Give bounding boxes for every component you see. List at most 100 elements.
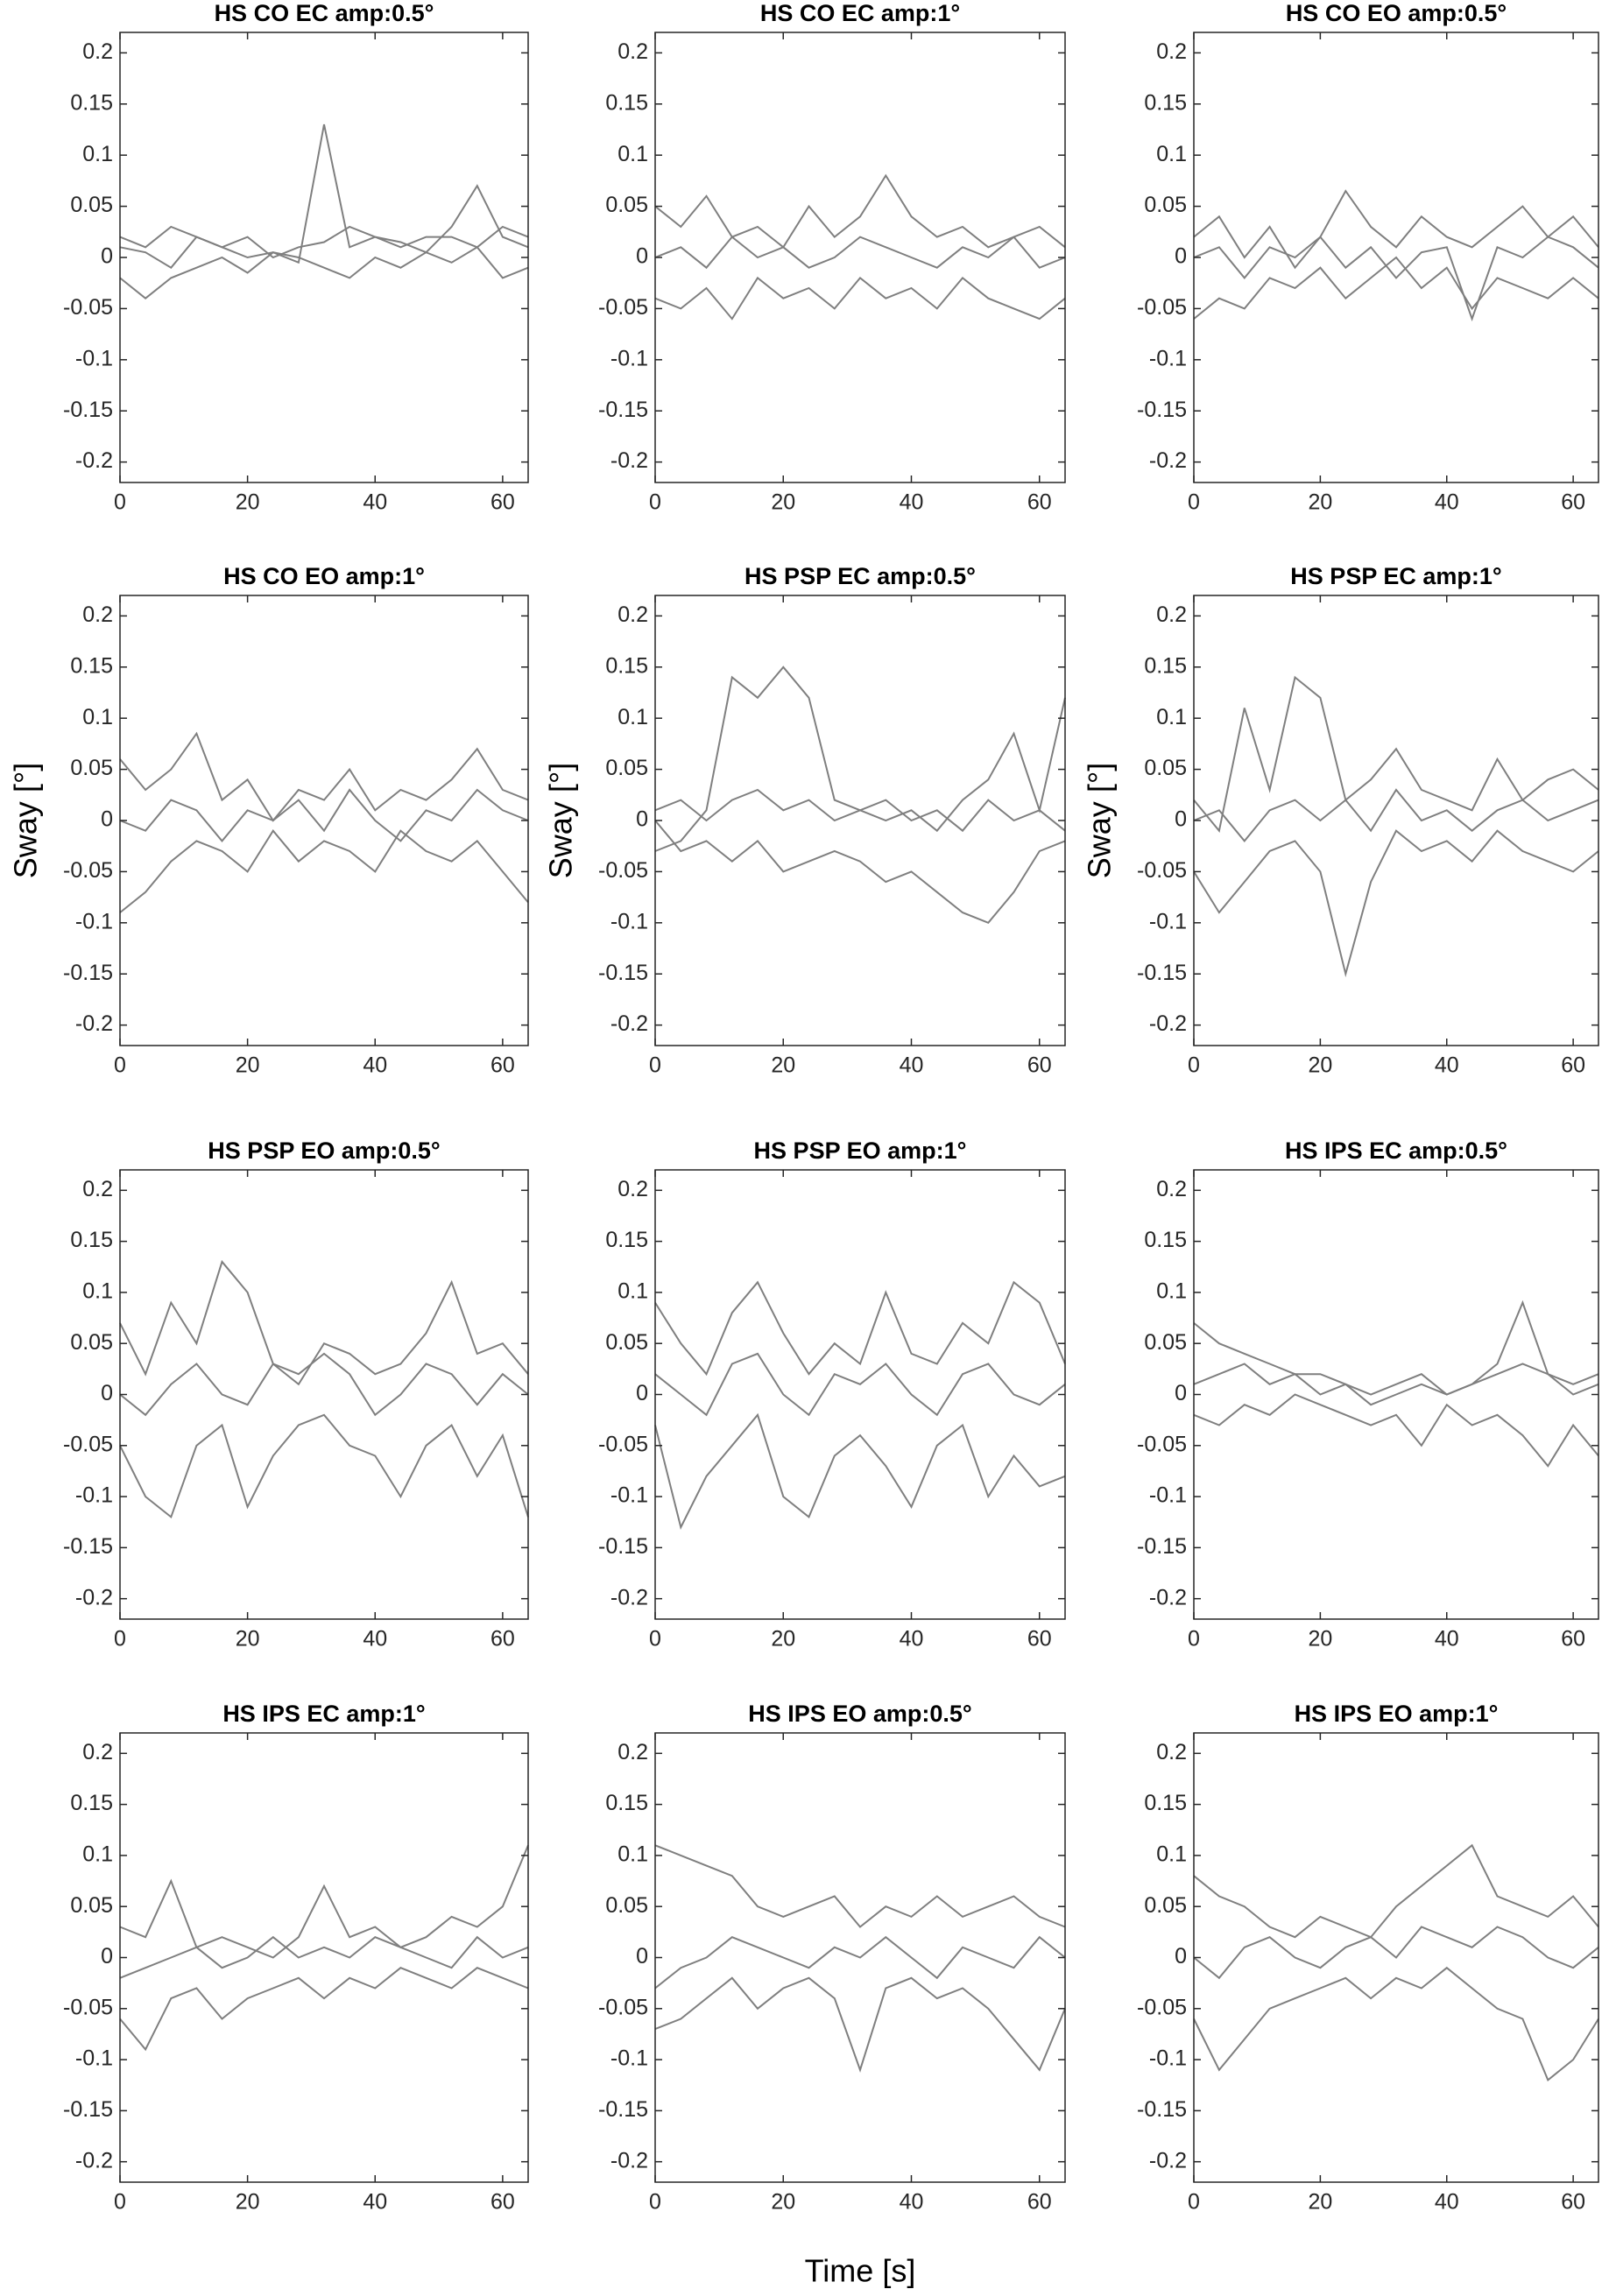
y-tick-label: -0.15: [63, 2097, 113, 2122]
y-tick-label: -0.05: [1137, 1995, 1187, 2019]
x-tick-label: 0: [1188, 490, 1200, 515]
sway-trace: [1193, 829, 1599, 978]
y-tick-label: 0.2: [82, 1740, 113, 1764]
sway-trace: [119, 123, 529, 269]
sway-trace: [654, 1935, 1066, 1990]
x-tick-label: 40: [900, 1053, 924, 1078]
y-tick-label: 0.05: [70, 756, 113, 780]
x-tick-label: 20: [1308, 2190, 1332, 2215]
y-tick-label: 0.1: [82, 705, 113, 729]
y-tick-label: -0.2: [610, 1585, 648, 1609]
y-tick-label: 0.05: [1144, 1330, 1187, 1355]
y-tick-label: -0.1: [75, 346, 113, 370]
x-tick-label: 60: [1027, 490, 1052, 515]
y-tick-label: -0.15: [598, 2097, 648, 2122]
subplot-title: HS IPS EO amp:1°: [1295, 1701, 1499, 1727]
subplot-title: HS CO EO amp:1°: [223, 563, 425, 589]
y-tick-label: -0.15: [598, 398, 648, 422]
y-tick-label: -0.2: [75, 2148, 113, 2173]
y-tick-label: 0.05: [605, 193, 648, 217]
x-tick-label: 0: [649, 1627, 661, 1652]
sway-trace: [654, 1844, 1066, 1928]
sway-trace: [119, 1352, 529, 1417]
y-tick-label: 0: [1175, 1381, 1187, 1405]
axes-background: [120, 1170, 528, 1619]
y-tick-label: 0.15: [70, 90, 113, 115]
x-tick-label: 60: [1561, 2190, 1585, 2215]
axes-box: [119, 1169, 529, 1620]
y-tick-label: -0.1: [75, 909, 113, 933]
sway-trace: [1193, 1393, 1599, 1468]
axes-box: [1193, 1732, 1599, 2183]
sway-trace: [1193, 1363, 1599, 1406]
axes-background: [655, 32, 1065, 482]
y-tick-label: 0.05: [70, 193, 113, 217]
x-tick-label: 20: [1308, 1053, 1332, 1078]
y-tick-label: 0.2: [617, 39, 648, 64]
axes-background: [120, 32, 528, 482]
y-tick-label: 0.05: [70, 1893, 113, 1918]
axes-box: [654, 1169, 1066, 1620]
axes-box: [654, 32, 1066, 483]
x-tick-label: 0: [114, 2190, 126, 2215]
x-tick-label: 60: [1561, 1627, 1585, 1652]
y-tick-label: -0.2: [610, 448, 648, 473]
subplot-title: HS CO EO amp:0.5°: [1286, 0, 1507, 26]
y-tick-label: 0.1: [617, 705, 648, 729]
x-tick-label: 40: [1435, 2190, 1459, 2215]
x-tick-label: 40: [900, 490, 924, 515]
axes-box: [1193, 595, 1599, 1046]
y-tick-label: -0.05: [1137, 858, 1187, 883]
y-tick-label: 0.2: [1156, 1740, 1187, 1764]
x-tick-label: 0: [1188, 1627, 1200, 1652]
y-tick-label: 0.1: [1156, 705, 1187, 729]
y-tick-label: -0.1: [75, 2046, 113, 2071]
y-tick-label: 0.2: [617, 1740, 648, 1764]
y-tick-label: -0.1: [75, 1483, 113, 1508]
y-tick-label: 0.2: [617, 1177, 648, 1201]
y-tick-label: 0: [101, 1944, 113, 1969]
y-tick-label: 0.1: [82, 1279, 113, 1304]
sway-trace: [654, 788, 1066, 833]
y-tick-label: 0.15: [70, 1791, 113, 1815]
y-tick-label: -0.2: [1149, 1011, 1187, 1036]
y-tick-label: -0.2: [75, 1585, 113, 1609]
subplot-title: HS PSP EO amp:1°: [754, 1137, 967, 1164]
y-tick-label: 0.1: [617, 1279, 648, 1304]
y-tick-label: 0: [101, 807, 113, 832]
y-tick-label: 0.05: [70, 1330, 113, 1355]
x-tick-label: 60: [490, 490, 515, 515]
sway-trace: [1193, 1926, 1599, 1980]
sway-trace: [119, 1967, 529, 2052]
subplot-title: HS IPS EC amp:1°: [222, 1701, 425, 1727]
axes-box: [119, 32, 529, 483]
axes-box: [1193, 1169, 1599, 1620]
y-tick-label: 0: [1175, 244, 1187, 269]
y-tick-label: -0.1: [1149, 346, 1187, 370]
y-tick-label: 0.15: [605, 1791, 648, 1815]
x-tick-label: 40: [363, 1053, 387, 1078]
x-tick-label: 0: [649, 1053, 661, 1078]
y-tick-label: 0.15: [1144, 653, 1187, 678]
subplot-title: HS IPS EC amp:0.5°: [1285, 1137, 1507, 1164]
x-tick-label: 60: [1561, 1053, 1585, 1078]
y-tick-label: -0.1: [610, 346, 648, 370]
y-tick-label: -0.1: [610, 909, 648, 933]
x-tick-label: 0: [649, 2190, 661, 2215]
sway-trace: [1193, 788, 1599, 842]
y-tick-label: -0.05: [598, 1995, 648, 2019]
sway-trace: [1193, 1843, 1599, 1939]
y-tick-label: 0.2: [617, 602, 648, 627]
y-tick-label: -0.2: [610, 1011, 648, 1036]
x-tick-label: 60: [490, 1053, 515, 1078]
y-tick-label: 0.05: [1144, 1893, 1187, 1918]
y-tick-label: 0.15: [605, 90, 648, 115]
sway-trace: [654, 276, 1066, 320]
y-tick-label: -0.1: [610, 1483, 648, 1508]
sway-trace: [654, 236, 1066, 270]
sway-trace: [1193, 256, 1599, 320]
sway-trace: [654, 1412, 1066, 1530]
x-tick-label: 40: [1435, 490, 1459, 515]
y-tick-label: 0.1: [617, 142, 648, 166]
x-tick-label: 0: [1188, 2190, 1200, 2215]
